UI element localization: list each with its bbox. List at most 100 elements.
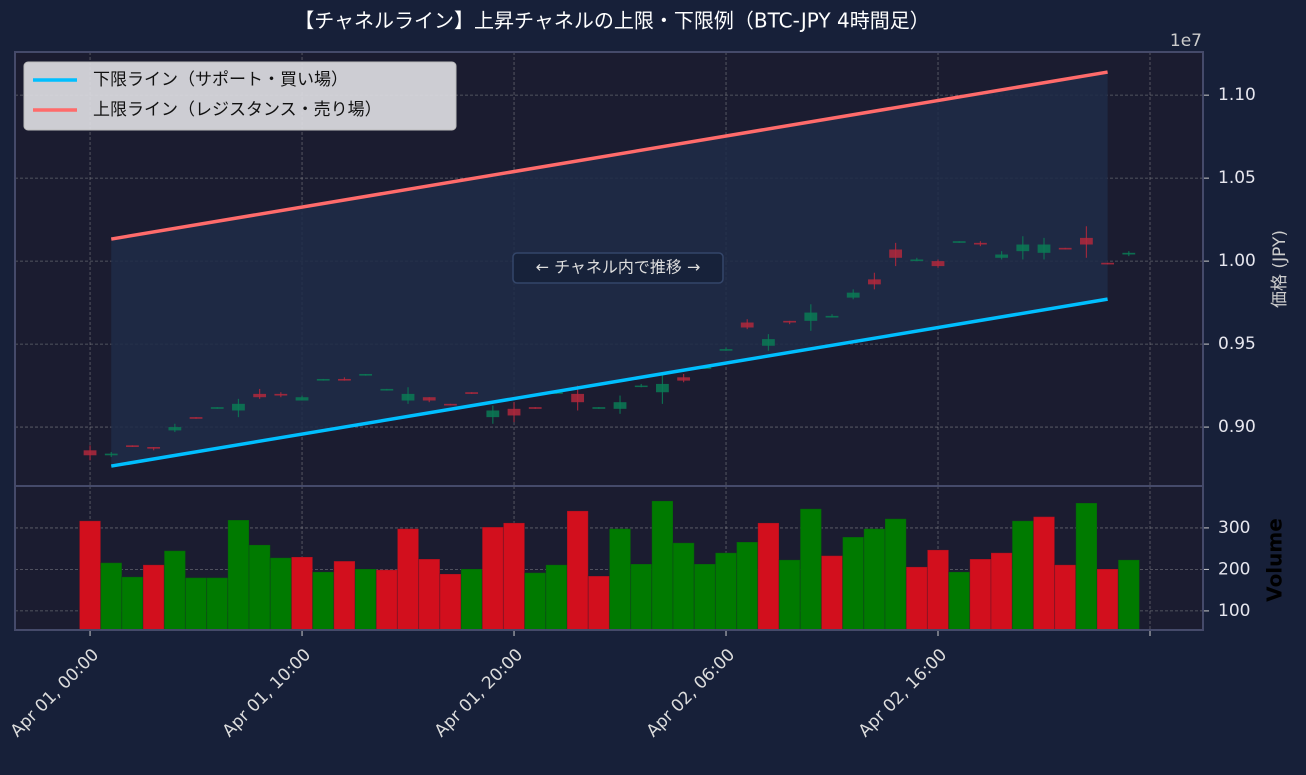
annotation: ← チャネル内で推移 → xyxy=(536,258,701,277)
candle-body xyxy=(1080,237,1093,245)
candle-body xyxy=(762,339,775,346)
volume-bar xyxy=(1032,516,1056,630)
volume-bar xyxy=(163,550,186,630)
candle-body xyxy=(274,393,288,396)
y-axis-label: 価格 (JPY) xyxy=(1270,230,1290,308)
volume-bar xyxy=(799,508,822,630)
volume-bar xyxy=(714,552,738,630)
candle-body xyxy=(910,259,924,262)
channel-line xyxy=(110,70,1108,241)
candle-body xyxy=(1016,244,1030,252)
volume-bar xyxy=(545,564,568,630)
candle-body xyxy=(253,393,267,398)
candle-body xyxy=(613,402,627,409)
x-tick-label: Apr 01, 00:00 xyxy=(7,645,103,741)
candle-body xyxy=(422,397,436,401)
volume-bar xyxy=(1054,564,1077,630)
volume-bar xyxy=(736,541,759,630)
legend-box xyxy=(23,61,457,131)
candle-body xyxy=(740,322,754,328)
candle-body xyxy=(104,453,118,456)
offset-text: 1e7 xyxy=(1170,31,1202,51)
x-tick-label: Apr 01, 20:00 xyxy=(431,645,527,741)
y-tick-label: 200 xyxy=(1218,559,1250,579)
volume-bar xyxy=(184,577,208,630)
chart-title: 【チャネルライン】上昇チャネルの上限・下限例（BTC-JPY 4時間足） xyxy=(294,9,929,33)
candle-body xyxy=(846,292,860,298)
volume-frame xyxy=(14,485,1204,631)
x-tick-label: Apr 02, 16:00 xyxy=(855,645,951,741)
volume-bar xyxy=(884,518,907,630)
volume-bar xyxy=(439,573,462,630)
volume-bar xyxy=(333,560,356,630)
y-tick-label: 300 xyxy=(1218,518,1250,538)
candle-body xyxy=(359,373,373,376)
volume-bar xyxy=(757,522,780,630)
candle-body xyxy=(974,242,987,245)
volume-bar xyxy=(672,542,695,630)
volume-bar xyxy=(269,557,292,630)
volume-bar xyxy=(290,556,314,630)
volume-bar xyxy=(1075,502,1098,630)
y-tick-label: 100 xyxy=(1218,601,1250,621)
volume-bar xyxy=(524,572,547,630)
volume-bar xyxy=(651,500,674,630)
volume-bar xyxy=(354,568,377,630)
candle-body xyxy=(804,312,818,321)
volume-bar xyxy=(990,552,1013,630)
volume-bar xyxy=(587,575,610,630)
candle-body xyxy=(783,320,797,323)
annotation-box xyxy=(512,252,724,284)
candle-body xyxy=(232,403,245,411)
candle-body xyxy=(931,261,945,267)
candle-body xyxy=(571,393,585,403)
candle-body xyxy=(444,403,457,406)
volume-bar xyxy=(969,558,992,630)
candle-body xyxy=(147,446,161,449)
volume-bar xyxy=(248,544,271,630)
x-tick-label: Apr 02, 06:00 xyxy=(643,645,739,741)
candle-body xyxy=(677,377,691,381)
x-tick-label: Apr 01, 10:00 xyxy=(219,645,315,741)
legend-label: 下限ライン（サポート・買い場） xyxy=(93,70,348,90)
volume-bar xyxy=(502,522,526,630)
candle-body xyxy=(592,407,606,409)
volume-axis-label: Volume xyxy=(1263,518,1287,602)
volume-bar xyxy=(460,568,483,630)
candle-body xyxy=(507,408,521,416)
candle-body xyxy=(126,445,139,447)
volume-bar xyxy=(206,577,229,630)
volume-bar xyxy=(820,555,844,630)
candle-body xyxy=(1037,244,1051,253)
volume-bar xyxy=(1096,568,1119,630)
candle-body xyxy=(868,279,881,285)
candle-body xyxy=(952,241,966,243)
volume-bar xyxy=(418,558,441,630)
candle-body xyxy=(465,392,479,394)
candle-body xyxy=(401,393,415,401)
volume-bar xyxy=(630,563,653,630)
volume-bar xyxy=(926,549,950,630)
candle-body xyxy=(995,254,1009,258)
y-tick-label: 0.95 xyxy=(1218,334,1256,354)
volume-bar xyxy=(608,528,632,630)
candle-body xyxy=(528,407,542,409)
y-tick-label: 1.00 xyxy=(1218,251,1256,271)
volume-bar xyxy=(312,571,335,630)
volume-bar xyxy=(121,576,144,630)
candle-body xyxy=(316,378,330,381)
volume-bar xyxy=(396,528,420,630)
volume-bar xyxy=(375,569,398,630)
volume-bar xyxy=(1117,559,1140,630)
volume-bar xyxy=(863,528,886,630)
candle-body xyxy=(168,427,182,431)
volume-bar xyxy=(78,520,102,630)
candle-body xyxy=(1122,252,1136,255)
volume-bar xyxy=(948,571,971,630)
volume-bar xyxy=(693,563,716,630)
candle-body xyxy=(719,349,733,351)
volume-bar xyxy=(481,526,504,630)
candle-body xyxy=(380,388,394,391)
